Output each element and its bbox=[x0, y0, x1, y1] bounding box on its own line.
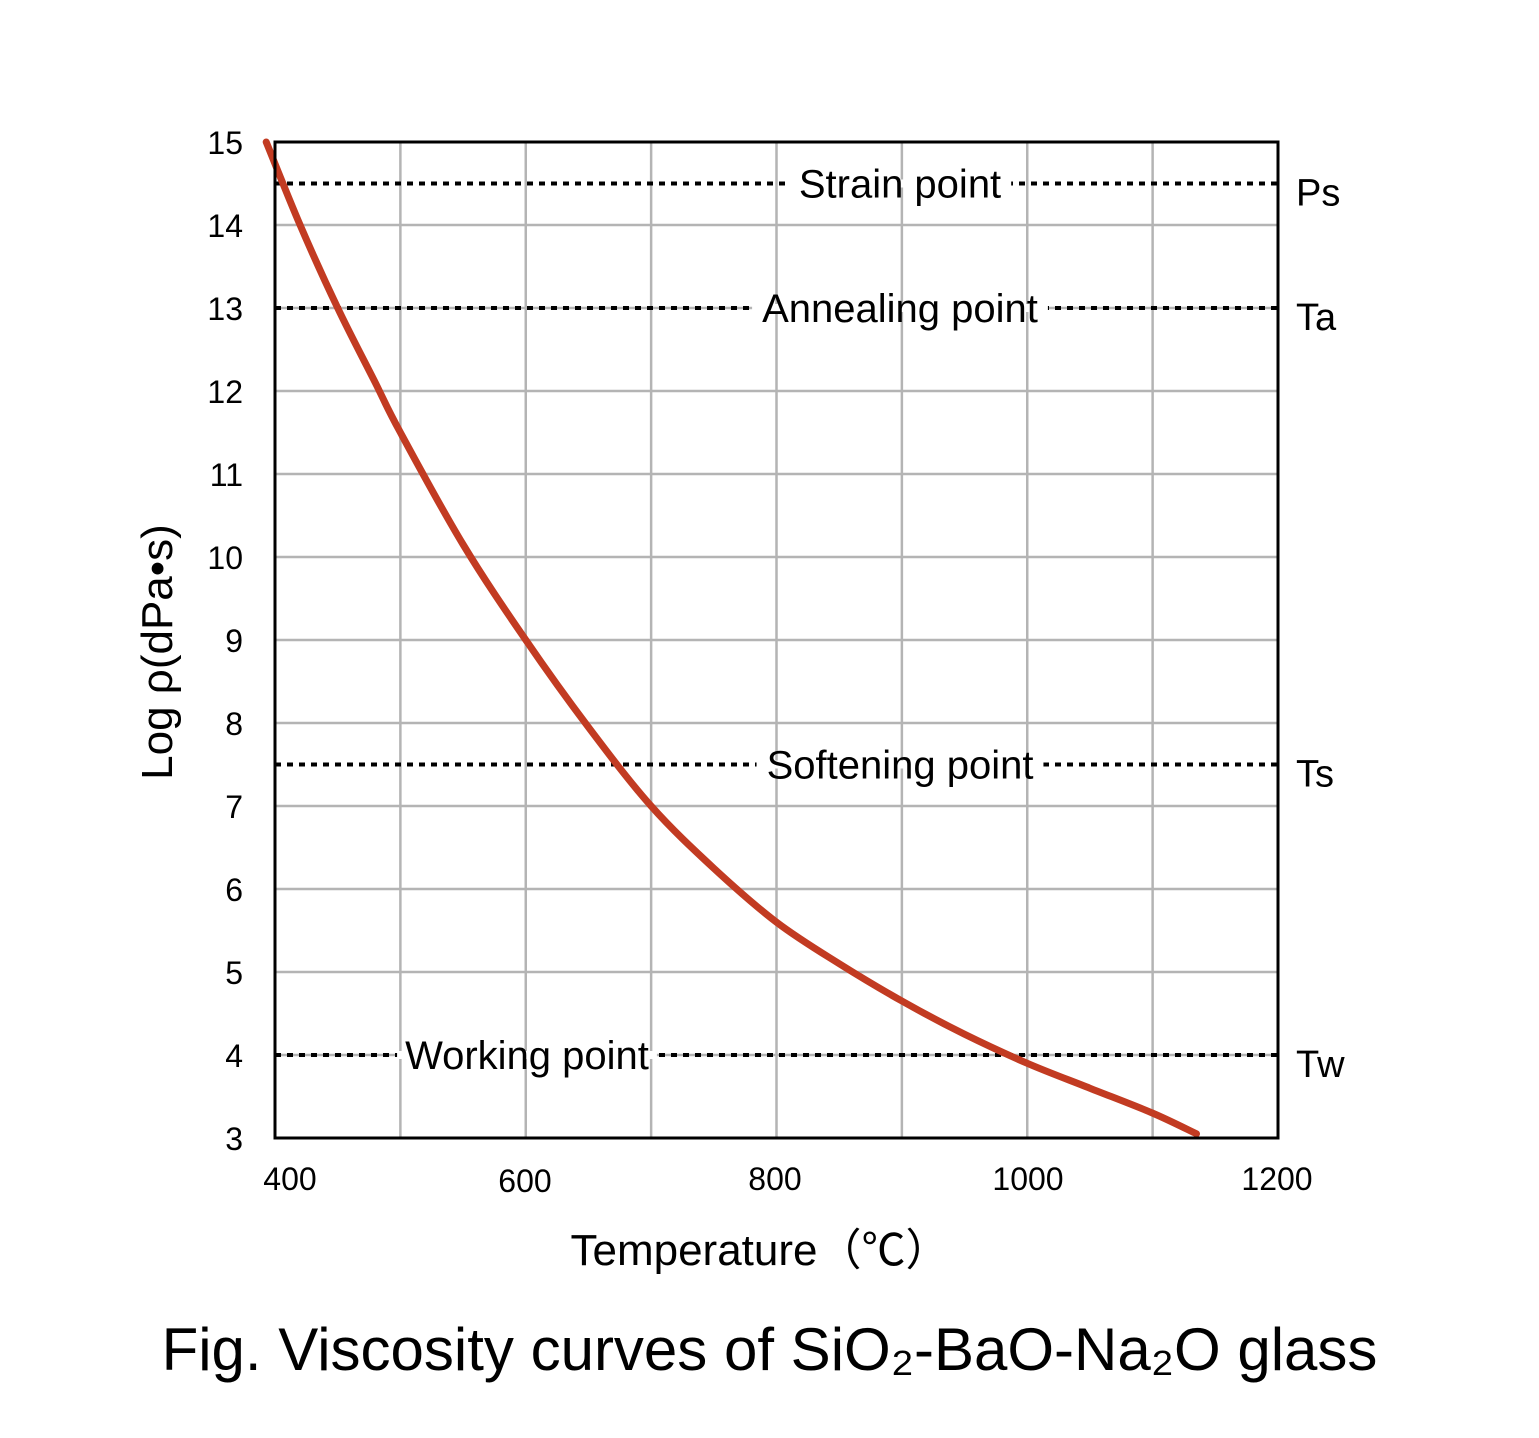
reference-label: Softening point bbox=[767, 744, 1034, 788]
reference-label-bg bbox=[788, 179, 1012, 188]
y-tick-label: 9 bbox=[225, 623, 243, 659]
reference-label: Annealing point bbox=[762, 287, 1038, 331]
viscosity-chart: Strain point Ps Annealing point Ta Softening… bbox=[133, 125, 1345, 1275]
y-tick-label: 4 bbox=[225, 1038, 243, 1074]
viscosity-curve bbox=[262, 138, 1200, 1138]
y-tick-label: 6 bbox=[225, 872, 243, 908]
reference-label-group: Softening point bbox=[756, 744, 1044, 788]
y-tick-label: 3 bbox=[225, 1121, 243, 1157]
series-layer bbox=[262, 138, 1200, 1138]
y-tick-label: 12 bbox=[207, 374, 243, 410]
x-tick-label: 1200 bbox=[1241, 1161, 1312, 1197]
x-tick-label: 600 bbox=[498, 1163, 551, 1199]
reference-label-group: Strain point bbox=[788, 163, 1012, 207]
y-axis-title: Log ρ(dPa•s) bbox=[133, 524, 182, 780]
reference-label-bg bbox=[397, 1051, 657, 1059]
x-tick-labels: 400 600 800 1000 1200 bbox=[263, 1161, 1312, 1199]
figure-caption: Fig. Viscosity curves of SiO₂-BaO-Na₂O g… bbox=[161, 1316, 1378, 1383]
y-tick-label: 5 bbox=[225, 955, 243, 991]
x-tick-label: 1000 bbox=[992, 1161, 1063, 1197]
reference-code: Ps bbox=[1296, 173, 1340, 215]
reference-code: Ts bbox=[1296, 754, 1334, 796]
x-tick-label: 400 bbox=[263, 1161, 316, 1197]
y-tick-label: 10 bbox=[207, 540, 243, 576]
reference-label-group: Annealing point bbox=[752, 287, 1048, 331]
reference-code: Ta bbox=[1296, 297, 1337, 339]
x-axis-title: Temperature（℃） bbox=[570, 1226, 949, 1275]
reference-label: Working point bbox=[405, 1034, 649, 1078]
y-tick-label: 13 bbox=[207, 291, 243, 327]
y-tick-label: 11 bbox=[210, 457, 243, 493]
y-tick-label: 7 bbox=[225, 789, 243, 825]
y-tick-label: 14 bbox=[207, 208, 243, 244]
reference-code: Tw bbox=[1296, 1044, 1345, 1086]
reference-label-group: Working point bbox=[397, 1034, 657, 1078]
reference-label-bg bbox=[756, 760, 1044, 769]
x-tick-label: 800 bbox=[748, 1161, 801, 1197]
y-tick-label: 15 bbox=[207, 125, 243, 161]
reference-lines: Strain point Ps Annealing point Ta Softening… bbox=[275, 163, 1345, 1086]
y-tick-labels: 3 4 5 6 7 8 9 10 11 12 13 14 15 bbox=[207, 125, 243, 1157]
reference-label-bg bbox=[752, 304, 1048, 312]
reference-label: Strain point bbox=[799, 163, 1001, 207]
plot-frame bbox=[273, 140, 1280, 1140]
y-tick-label: 8 bbox=[225, 706, 243, 742]
